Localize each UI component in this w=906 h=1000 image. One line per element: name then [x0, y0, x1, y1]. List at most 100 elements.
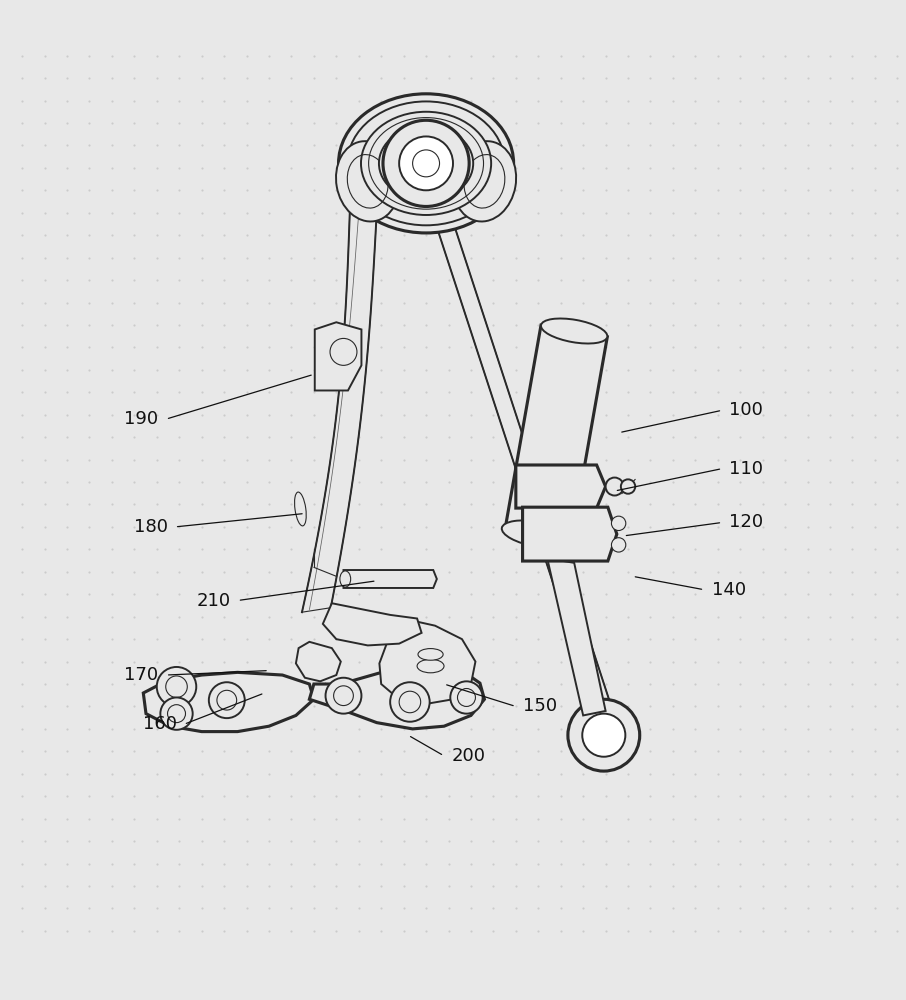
Point [576, 811, 591, 827]
Point [689, 227, 703, 243]
Point [172, 698, 187, 714]
Point [689, 137, 703, 153]
Point [823, 900, 837, 916]
Point [464, 788, 478, 804]
Point [262, 698, 276, 714]
Point [666, 272, 680, 288]
Point [374, 676, 389, 692]
Point [508, 878, 523, 894]
Point [82, 900, 97, 916]
Point [441, 70, 456, 86]
Point [37, 721, 52, 737]
Point [598, 48, 612, 64]
Point [756, 878, 770, 894]
Point [868, 856, 882, 872]
Point [37, 900, 52, 916]
Point [441, 48, 456, 64]
Point [127, 766, 141, 782]
Point [374, 452, 389, 468]
Point [14, 317, 29, 333]
Point [756, 698, 770, 714]
Point [508, 317, 523, 333]
Point [149, 182, 164, 198]
Point [778, 878, 793, 894]
Point [284, 272, 299, 288]
Point [554, 900, 568, 916]
Point [172, 743, 187, 759]
Point [800, 48, 814, 64]
Point [239, 878, 254, 894]
Point [845, 788, 860, 804]
Point [487, 766, 501, 782]
Point [419, 339, 433, 355]
Point [60, 698, 74, 714]
Point [710, 833, 725, 849]
Point [239, 766, 254, 782]
Point [464, 452, 478, 468]
Point [508, 429, 523, 445]
Point [352, 429, 366, 445]
Point [554, 811, 568, 827]
Point [82, 250, 97, 266]
Point [195, 541, 209, 557]
Point [643, 788, 658, 804]
Point [14, 631, 29, 647]
Point [733, 339, 747, 355]
Point [14, 137, 29, 153]
Point [217, 698, 231, 714]
Point [800, 586, 814, 602]
Point [531, 609, 545, 625]
Point [508, 811, 523, 827]
Point [800, 519, 814, 535]
Point [756, 474, 770, 490]
Point [60, 609, 74, 625]
Point [845, 70, 860, 86]
Point [800, 93, 814, 109]
Point [60, 541, 74, 557]
Point [554, 317, 568, 333]
Point [643, 698, 658, 714]
Point [845, 295, 860, 311]
Point [329, 452, 343, 468]
Point [82, 70, 97, 86]
Point [419, 609, 433, 625]
Point [823, 272, 837, 288]
Point [374, 900, 389, 916]
Point [756, 519, 770, 535]
Point [82, 833, 97, 849]
Point [598, 564, 612, 580]
Point [845, 452, 860, 468]
Point [508, 93, 523, 109]
Point [576, 452, 591, 468]
Point [374, 541, 389, 557]
Point [531, 698, 545, 714]
Point [689, 743, 703, 759]
Point [149, 519, 164, 535]
Point [441, 93, 456, 109]
Point [104, 519, 119, 535]
Point [845, 317, 860, 333]
Point [262, 93, 276, 109]
Point [419, 788, 433, 804]
Point [127, 564, 141, 580]
Point [666, 362, 680, 378]
Point [823, 137, 837, 153]
Point [149, 250, 164, 266]
Point [14, 788, 29, 804]
Point [172, 474, 187, 490]
Point [666, 923, 680, 939]
Point [37, 295, 52, 311]
Point [643, 384, 658, 400]
Point [60, 160, 74, 176]
Circle shape [390, 682, 429, 722]
Point [531, 743, 545, 759]
Point [845, 384, 860, 400]
Point [800, 452, 814, 468]
Point [419, 496, 433, 512]
Point [710, 766, 725, 782]
Point [239, 496, 254, 512]
Point [397, 407, 411, 423]
Point [329, 429, 343, 445]
Point [284, 856, 299, 872]
Point [217, 721, 231, 737]
